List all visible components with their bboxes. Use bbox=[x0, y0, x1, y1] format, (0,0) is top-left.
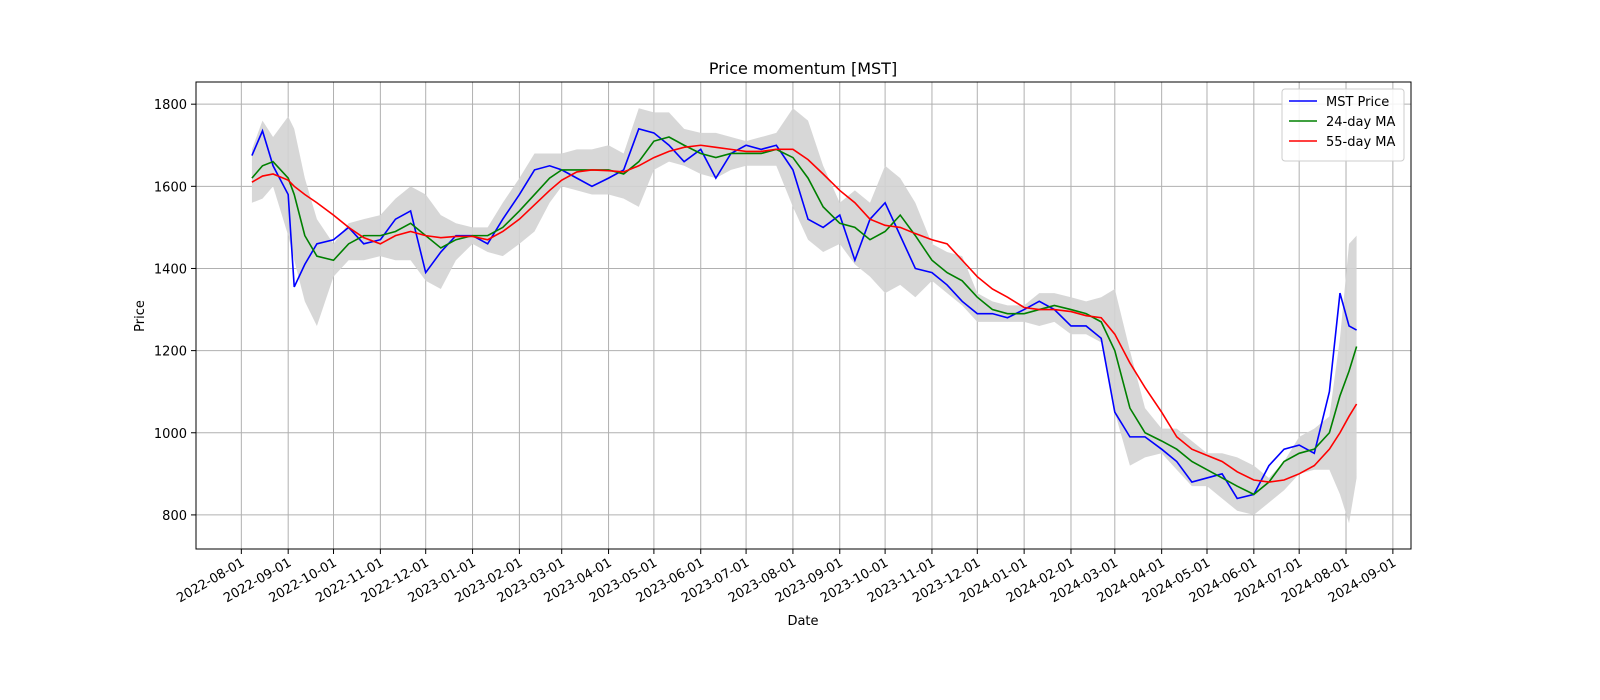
y-tick-label: 1600 bbox=[154, 180, 187, 195]
legend-box bbox=[1281, 88, 1405, 162]
y-tick-label: 1000 bbox=[154, 427, 187, 442]
legend: MST Price 24-day MA 55-day MA bbox=[1281, 88, 1405, 162]
plot-frame bbox=[195, 81, 1412, 550]
series-line bbox=[251, 136, 1358, 496]
x-axis-label: Date bbox=[787, 614, 818, 629]
y-tick-label: 1800 bbox=[154, 98, 187, 113]
legend-label: 55-day MA bbox=[1326, 135, 1395, 150]
y-axis-label: Price bbox=[133, 300, 148, 332]
y-tick-label: 1200 bbox=[154, 345, 187, 360]
legend-label: 24-day MA bbox=[1326, 115, 1395, 130]
y-tick-label: 1400 bbox=[154, 262, 187, 277]
legend-label: MST Price bbox=[1326, 95, 1389, 110]
series-line bbox=[251, 127, 1357, 500]
y-tick-label: 800 bbox=[162, 509, 187, 524]
series-line bbox=[251, 144, 1358, 483]
chart-title: Price momentum [MST] bbox=[709, 59, 897, 78]
